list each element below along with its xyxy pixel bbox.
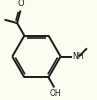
- Text: NH: NH: [73, 52, 84, 61]
- Text: O: O: [17, 0, 24, 8]
- Text: OH: OH: [49, 89, 61, 98]
